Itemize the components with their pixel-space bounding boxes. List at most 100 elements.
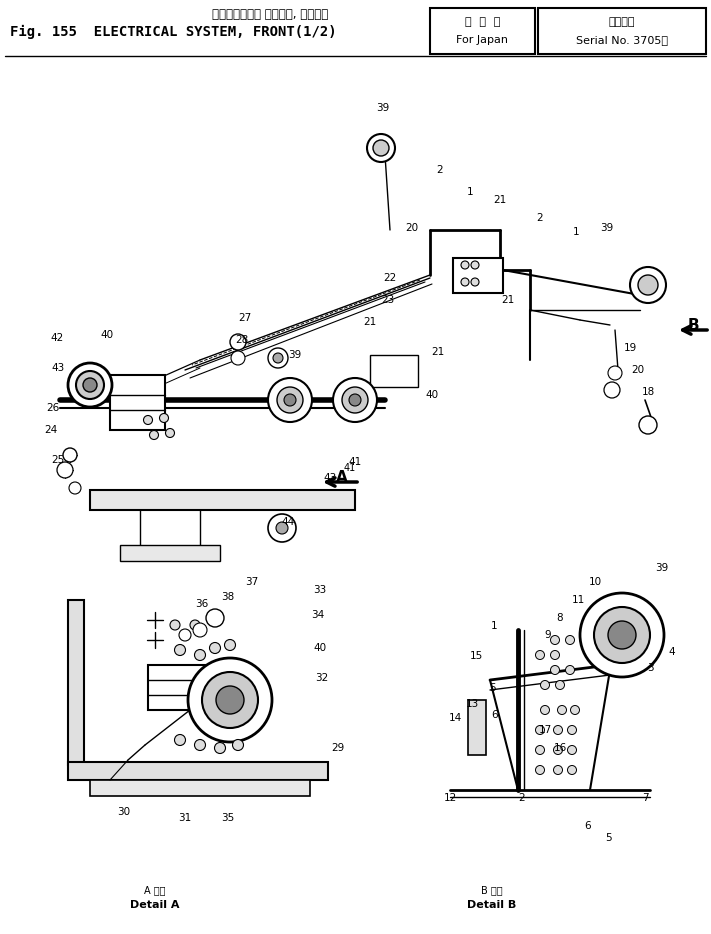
Circle shape — [367, 134, 395, 162]
Text: 44: 44 — [282, 517, 294, 527]
Circle shape — [608, 621, 636, 649]
Circle shape — [190, 620, 200, 630]
Text: 39: 39 — [289, 350, 301, 360]
Circle shape — [149, 431, 159, 440]
Text: 5: 5 — [604, 833, 611, 843]
Bar — [538, 8, 706, 54]
Circle shape — [535, 766, 545, 774]
Circle shape — [565, 666, 574, 674]
Text: A: A — [336, 470, 348, 485]
Text: 40: 40 — [100, 330, 114, 340]
Bar — [90, 780, 310, 796]
Text: 5: 5 — [488, 683, 496, 693]
Circle shape — [57, 462, 73, 478]
Circle shape — [553, 726, 562, 734]
Circle shape — [604, 382, 620, 398]
Circle shape — [273, 353, 283, 363]
Text: 24: 24 — [44, 425, 58, 435]
Circle shape — [170, 620, 180, 630]
Circle shape — [174, 644, 186, 656]
Circle shape — [210, 643, 220, 654]
Text: 10: 10 — [589, 577, 602, 587]
Text: 21: 21 — [363, 317, 377, 327]
Circle shape — [550, 635, 560, 644]
Bar — [110, 375, 165, 430]
Text: 7: 7 — [642, 793, 648, 803]
Bar — [68, 762, 328, 780]
Circle shape — [188, 658, 272, 742]
Text: Detail A: Detail A — [130, 900, 180, 910]
Circle shape — [276, 522, 288, 534]
Circle shape — [535, 650, 545, 659]
Circle shape — [268, 378, 312, 422]
Circle shape — [225, 640, 235, 650]
Bar — [120, 545, 220, 561]
Text: 41: 41 — [348, 457, 362, 467]
Circle shape — [535, 745, 545, 755]
Text: 8: 8 — [557, 613, 563, 623]
Text: 39: 39 — [600, 223, 614, 233]
Circle shape — [284, 394, 296, 406]
Text: 40: 40 — [425, 390, 439, 400]
Circle shape — [557, 705, 567, 715]
Circle shape — [230, 334, 246, 350]
Text: Fig. 155  ELECTRICAL SYSTEM, FRONT(1/2): Fig. 155 ELECTRICAL SYSTEM, FRONT(1/2) — [10, 25, 336, 39]
Circle shape — [471, 278, 479, 286]
Text: 国  内  向: 国 内 向 — [465, 17, 500, 27]
Circle shape — [83, 378, 97, 392]
Text: 28: 28 — [235, 335, 249, 345]
Text: 14: 14 — [449, 713, 461, 723]
Text: 39: 39 — [376, 103, 390, 113]
Bar — [453, 258, 503, 293]
Text: 2: 2 — [519, 793, 525, 803]
Text: 17: 17 — [538, 725, 552, 735]
Circle shape — [630, 267, 666, 303]
Text: 41: 41 — [344, 463, 356, 473]
Circle shape — [540, 681, 550, 689]
Text: 9: 9 — [545, 630, 551, 640]
Bar — [90, 490, 355, 510]
Text: 12: 12 — [444, 793, 456, 803]
Text: 26: 26 — [46, 403, 60, 413]
Circle shape — [567, 745, 577, 755]
Circle shape — [461, 261, 469, 269]
Circle shape — [215, 743, 225, 754]
Text: 25: 25 — [51, 455, 65, 465]
Circle shape — [216, 686, 244, 714]
Circle shape — [540, 705, 550, 715]
Circle shape — [553, 745, 562, 755]
Text: B: B — [688, 318, 699, 333]
Text: 1: 1 — [572, 227, 579, 237]
Circle shape — [68, 363, 112, 407]
Circle shape — [174, 734, 186, 745]
Circle shape — [580, 593, 664, 677]
Text: 36: 36 — [196, 599, 208, 609]
Circle shape — [638, 275, 658, 295]
Text: 43: 43 — [324, 473, 336, 483]
Text: 6: 6 — [492, 710, 498, 720]
Circle shape — [639, 416, 657, 434]
Text: 11: 11 — [572, 595, 584, 605]
Text: 21: 21 — [493, 195, 507, 205]
Circle shape — [570, 705, 579, 715]
Bar — [430, 8, 535, 54]
Text: 20: 20 — [631, 365, 645, 375]
Circle shape — [206, 609, 224, 627]
Circle shape — [179, 629, 191, 641]
Circle shape — [550, 650, 560, 659]
Text: 15: 15 — [469, 651, 483, 661]
Circle shape — [268, 514, 296, 542]
Circle shape — [166, 429, 174, 437]
Text: 18: 18 — [641, 387, 655, 397]
Bar — [148, 665, 213, 710]
Text: For Japan: For Japan — [456, 35, 508, 45]
Text: 1: 1 — [466, 187, 474, 197]
Bar — [468, 700, 486, 755]
Text: 42: 42 — [50, 333, 63, 343]
Circle shape — [565, 635, 574, 644]
Text: 2: 2 — [437, 165, 444, 175]
Circle shape — [553, 766, 562, 774]
Text: 22: 22 — [383, 273, 397, 283]
Circle shape — [342, 387, 368, 413]
Text: 3: 3 — [647, 663, 653, 673]
